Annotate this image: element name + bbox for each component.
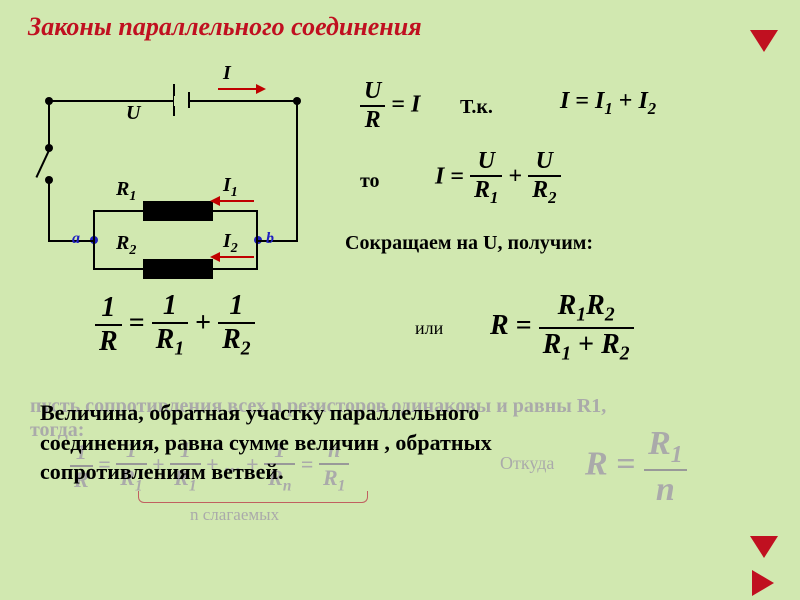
eq-I-fractions: I = UR1 + UR2: [435, 148, 561, 208]
label-I1: I1: [223, 174, 238, 201]
nav-top-icon[interactable]: [750, 30, 778, 52]
label-ili: или: [415, 318, 443, 339]
overlay-statement: Величина, обратная участку параллельного…: [40, 398, 492, 487]
faded-brace-label: n слагаемых: [190, 505, 279, 525]
label-shrink: Сокращаем на U, получим:: [345, 232, 593, 255]
nav-bottom1-icon[interactable]: [750, 536, 778, 558]
circuit-diagram: U I R1 I1 R2 I2 a b: [28, 60, 328, 290]
label-a: a: [72, 230, 80, 248]
arrow-I: [218, 88, 258, 90]
label-tk: Т.к.: [460, 96, 493, 119]
overlay-l3: сопротивлениям ветвей.: [40, 457, 492, 487]
label-I: I: [223, 62, 231, 85]
label-I2: I2: [223, 230, 238, 257]
overlay-l1: Величина, обратная участку параллельного: [40, 398, 492, 428]
nav-bottom2-icon[interactable]: [752, 570, 774, 596]
eq-reciprocal: 1R = 1R1 + 1R2: [95, 290, 255, 361]
arrow-I2: [218, 256, 254, 258]
resistor-r2: [143, 259, 213, 279]
slide-root: Законы параллельного соединения: [0, 0, 800, 600]
label-U: U: [126, 102, 140, 125]
label-R1: R1: [116, 178, 136, 205]
faded-result: R = R1n: [585, 425, 687, 509]
brace-n-terms: [138, 491, 368, 503]
eq-R-product: R = R1R2 R1 + R2: [490, 290, 634, 365]
arrow-I1: [218, 200, 254, 202]
eq-I-sum: I = I1 + I2: [560, 88, 656, 119]
faded-whence: Откуда: [500, 453, 554, 474]
overlay-l2: соединения, равна сумме величин , обратн…: [40, 428, 492, 458]
slide-title: Законы параллельного соединения: [28, 12, 422, 42]
label-to: то: [360, 170, 380, 193]
label-b: b: [266, 230, 274, 248]
resistor-r1: [143, 201, 213, 221]
eq-U-over-R: UR = I: [360, 78, 420, 134]
label-R2: R2: [116, 232, 136, 259]
